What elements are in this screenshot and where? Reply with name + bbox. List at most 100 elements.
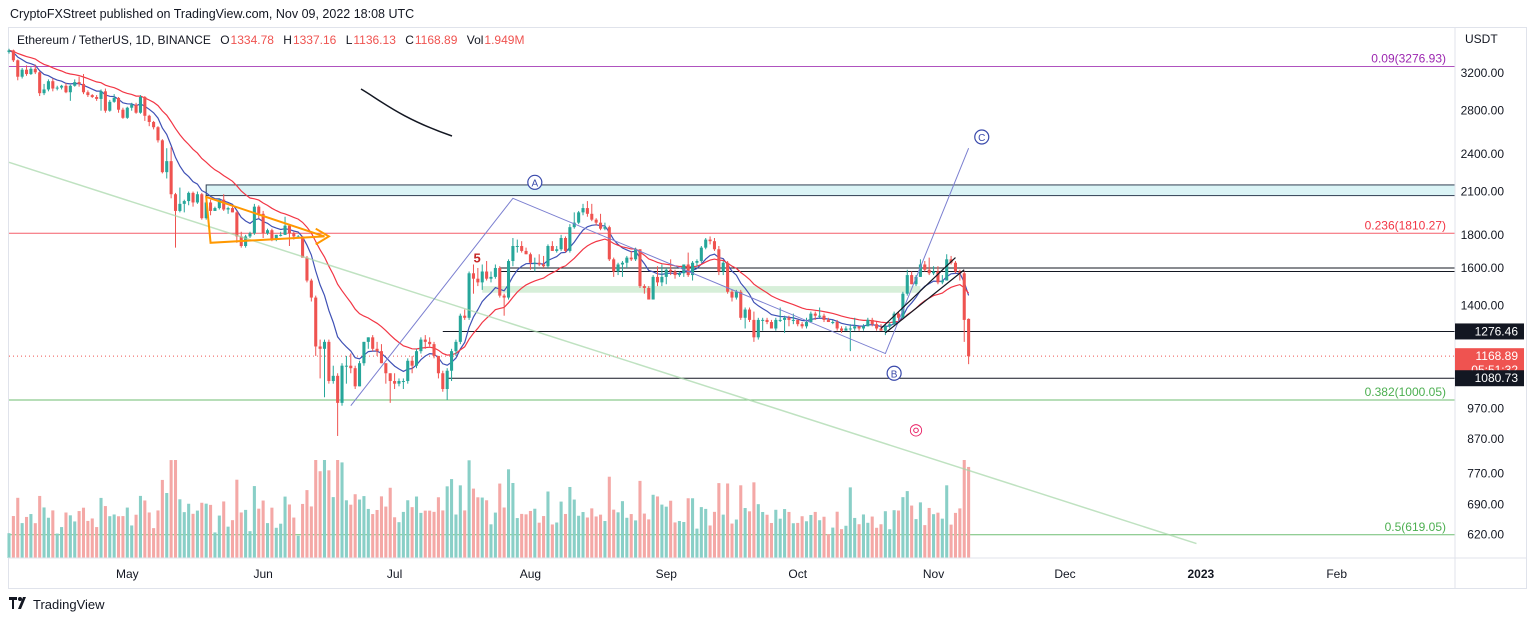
volume-bar — [958, 508, 962, 558]
volume-bar — [861, 514, 865, 558]
candle-body — [336, 375, 340, 403]
candle-body — [441, 373, 445, 390]
candle-body — [230, 208, 235, 213]
candle-body — [401, 381, 405, 383]
candle-body — [542, 264, 546, 267]
x-tick-label: Oct — [788, 567, 807, 581]
volume-bar — [603, 521, 607, 558]
candle-body — [11, 50, 15, 61]
open-value: 1334.78 — [230, 33, 274, 47]
candle-body — [134, 104, 138, 113]
volume-bar — [967, 466, 971, 558]
candle-body — [506, 261, 511, 298]
candle-body — [958, 271, 962, 274]
volume-bar — [257, 508, 261, 558]
volume-bar — [287, 504, 291, 558]
candle-body — [896, 313, 901, 318]
wave-c-label-text: C — [978, 133, 985, 144]
volume-bar — [77, 511, 81, 558]
volume-bar — [734, 519, 738, 558]
volume-bar — [178, 499, 182, 558]
symbol-name[interactable]: Ethereum / TetherUS, 1D, BINANCE — [17, 33, 211, 47]
candle-body — [857, 326, 861, 329]
volume-bar — [121, 516, 125, 558]
volume-bar — [875, 527, 879, 558]
y-tick-label: 2400.00 — [1461, 147, 1505, 161]
volume-bar — [905, 491, 909, 558]
candle-body — [844, 328, 848, 331]
volume-bar — [331, 497, 335, 558]
supply-zone — [205, 184, 1456, 197]
candle-body — [318, 346, 322, 349]
y-tick-label: 3200.00 — [1461, 66, 1505, 80]
volume-bar — [739, 485, 743, 558]
volume-bar — [502, 507, 506, 558]
candle-body — [60, 85, 64, 88]
x-tick-label: May — [116, 567, 139, 581]
footer-brand[interactable]: TradingView — [33, 596, 105, 612]
volume-bar — [910, 505, 914, 558]
candle-body — [634, 249, 638, 260]
currency-label: USDT — [1465, 32, 1498, 46]
volume-bar — [379, 496, 383, 558]
volume-bar — [296, 535, 300, 558]
candle-body — [90, 95, 94, 97]
volume-bar — [506, 469, 511, 558]
candle-body — [717, 249, 721, 272]
volume-bar — [458, 485, 462, 558]
candle-body — [353, 368, 357, 387]
x-tick-label: Dec — [1054, 567, 1075, 581]
candle-body — [270, 230, 274, 240]
candle-body — [143, 96, 147, 116]
candle-body — [638, 249, 642, 287]
volume-bars — [7, 460, 971, 558]
candle-body — [16, 60, 20, 77]
volume-bar — [660, 504, 664, 558]
x-tick-label: Aug — [520, 567, 541, 581]
volume-bar — [853, 517, 857, 558]
high-label: H — [283, 33, 292, 47]
volume-bar — [99, 497, 103, 558]
volume-bar — [896, 510, 901, 558]
volume-bar — [217, 515, 221, 558]
y-tick-label: 2100.00 — [1461, 185, 1505, 199]
volume-bar — [410, 507, 414, 558]
volume-bar — [454, 514, 458, 558]
footer: TradingView — [9, 596, 105, 612]
candle-body — [77, 82, 81, 84]
volume-bar — [64, 512, 68, 558]
drawings[interactable]: A B C 5 ◎ — [8, 88, 1197, 545]
candle-body — [81, 83, 86, 93]
volume-bar — [274, 527, 278, 558]
volume-bar — [130, 525, 134, 558]
volume-bar — [235, 479, 239, 558]
candle-body — [936, 271, 940, 283]
candle-body — [86, 92, 90, 96]
volume-bar — [756, 504, 760, 558]
candle-body — [822, 315, 826, 320]
volume-bar — [358, 499, 362, 558]
volume-bar — [901, 497, 905, 558]
candle-body — [840, 328, 844, 331]
volume-bar — [651, 494, 655, 558]
volume-bar — [813, 511, 817, 558]
candle-body — [892, 313, 896, 325]
candle-body — [861, 326, 865, 329]
high-value: 1337.16 — [292, 33, 337, 47]
volume-bar — [791, 523, 795, 558]
volume-value: 1.949M — [484, 33, 525, 47]
x-tick-label: Feb — [1326, 567, 1347, 581]
candle-body — [200, 194, 204, 219]
volume-bar — [204, 503, 208, 558]
candle-body — [945, 259, 949, 281]
ema-9-line — [8, 49, 970, 373]
volume-bar — [594, 516, 598, 558]
volume-bar — [743, 508, 747, 558]
volume-bar — [432, 511, 436, 558]
candle-body — [279, 234, 283, 236]
volume-bar — [695, 528, 699, 558]
volume-bar — [612, 509, 616, 558]
volume-bar — [239, 512, 243, 558]
target-icon: ◎ — [909, 420, 923, 439]
